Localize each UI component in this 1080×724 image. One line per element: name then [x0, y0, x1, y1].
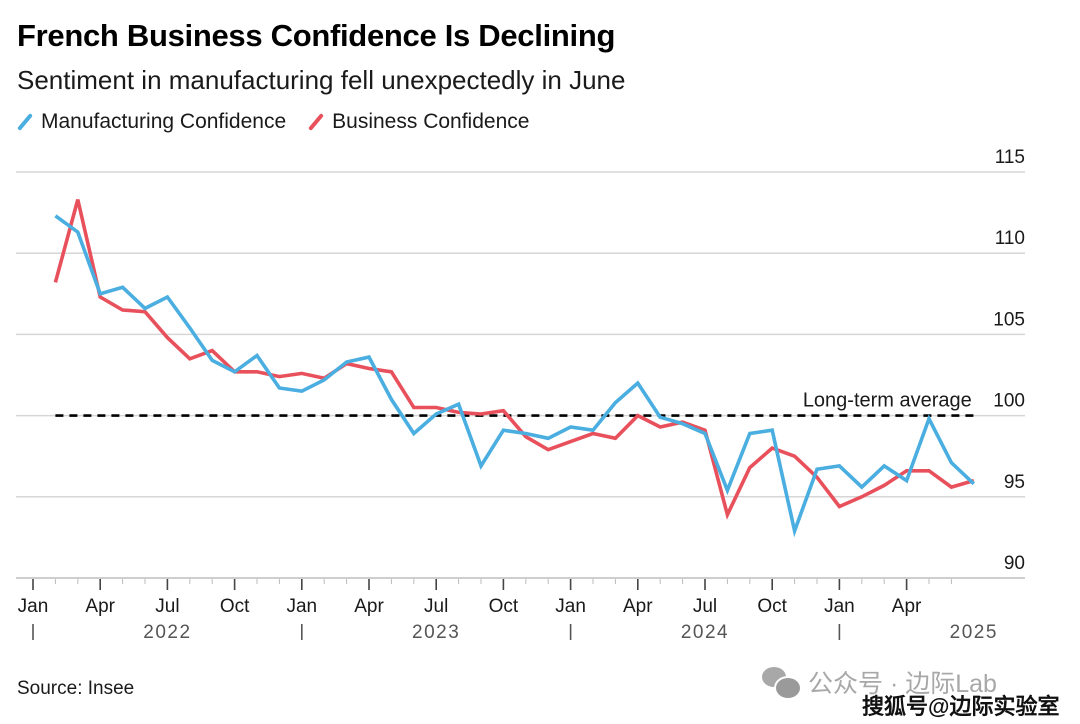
- x-tick-label: Jul: [155, 596, 179, 617]
- legend-item-business: Business Confidence: [308, 110, 529, 134]
- source-note: Source: Insee: [17, 678, 135, 699]
- x-tick-label: Oct: [489, 596, 519, 617]
- wechat-watermark-text: 公众号 · 边际Lab: [808, 670, 997, 698]
- chart-subtitle: Sentiment in manufacturing fell unexpect…: [17, 65, 626, 95]
- long-term-average-label: Long-term average: [803, 390, 972, 412]
- wechat-icon: [762, 667, 802, 700]
- y-tick-label: 105: [993, 309, 1025, 330]
- chart-title: French Business Confidence Is Declining: [17, 18, 616, 53]
- x-tick-label: Apr: [623, 596, 653, 617]
- annotations: Long-term average: [55, 390, 974, 417]
- y-tick-label: 110: [995, 228, 1025, 249]
- y-tick-label: 100: [993, 391, 1025, 412]
- x-tick-label: Oct: [757, 596, 787, 617]
- series-lines: [53, 199, 976, 538]
- x-tick-label: Jul: [693, 596, 717, 617]
- y-tick-label: 115: [995, 147, 1025, 168]
- legend-item-manufacturing: Manufacturing Confidence: [17, 110, 286, 134]
- y-tick-label: 95: [1004, 472, 1025, 493]
- wechat-watermark: 公众号 · 边际Lab: [762, 664, 997, 700]
- sohu-watermark: 搜狐号@边际实验室: [862, 694, 1060, 719]
- x-tick-label: Apr: [354, 596, 384, 617]
- x-tick-label: Jan: [824, 596, 855, 617]
- x-tick-label: Oct: [220, 596, 250, 617]
- x-tick-label: Jan: [286, 596, 317, 617]
- x-tick-label: Jul: [424, 596, 448, 617]
- gridlines: [16, 171, 1025, 579]
- y-tick-label: 90: [1004, 553, 1025, 574]
- x-tick-label: Jan: [555, 596, 586, 617]
- legend-label-manufacturing: Manufacturing Confidence: [41, 110, 287, 133]
- x-tick-label: Jan: [18, 596, 49, 617]
- legend: Manufacturing Confidence Business Confid…: [17, 110, 551, 134]
- legend-label-business: Business Confidence: [332, 110, 530, 133]
- y-axis-labels: 90 95 100 105 110 115: [993, 147, 1025, 574]
- series-line-manufacturing-confidence: [54, 214, 976, 538]
- x-tick-label: Apr: [892, 596, 922, 617]
- x-year-label: 2023: [412, 622, 460, 643]
- x-year-label: 2025: [950, 622, 998, 643]
- x-year-label: 2022: [143, 622, 191, 643]
- x-year-label: 2024: [681, 622, 729, 643]
- x-axis: Jan Apr Jul Oct Jan Apr Jul Oct Jan Apr Jul Oct Jan A…: [18, 579, 998, 643]
- x-tick-label: Apr: [85, 596, 115, 617]
